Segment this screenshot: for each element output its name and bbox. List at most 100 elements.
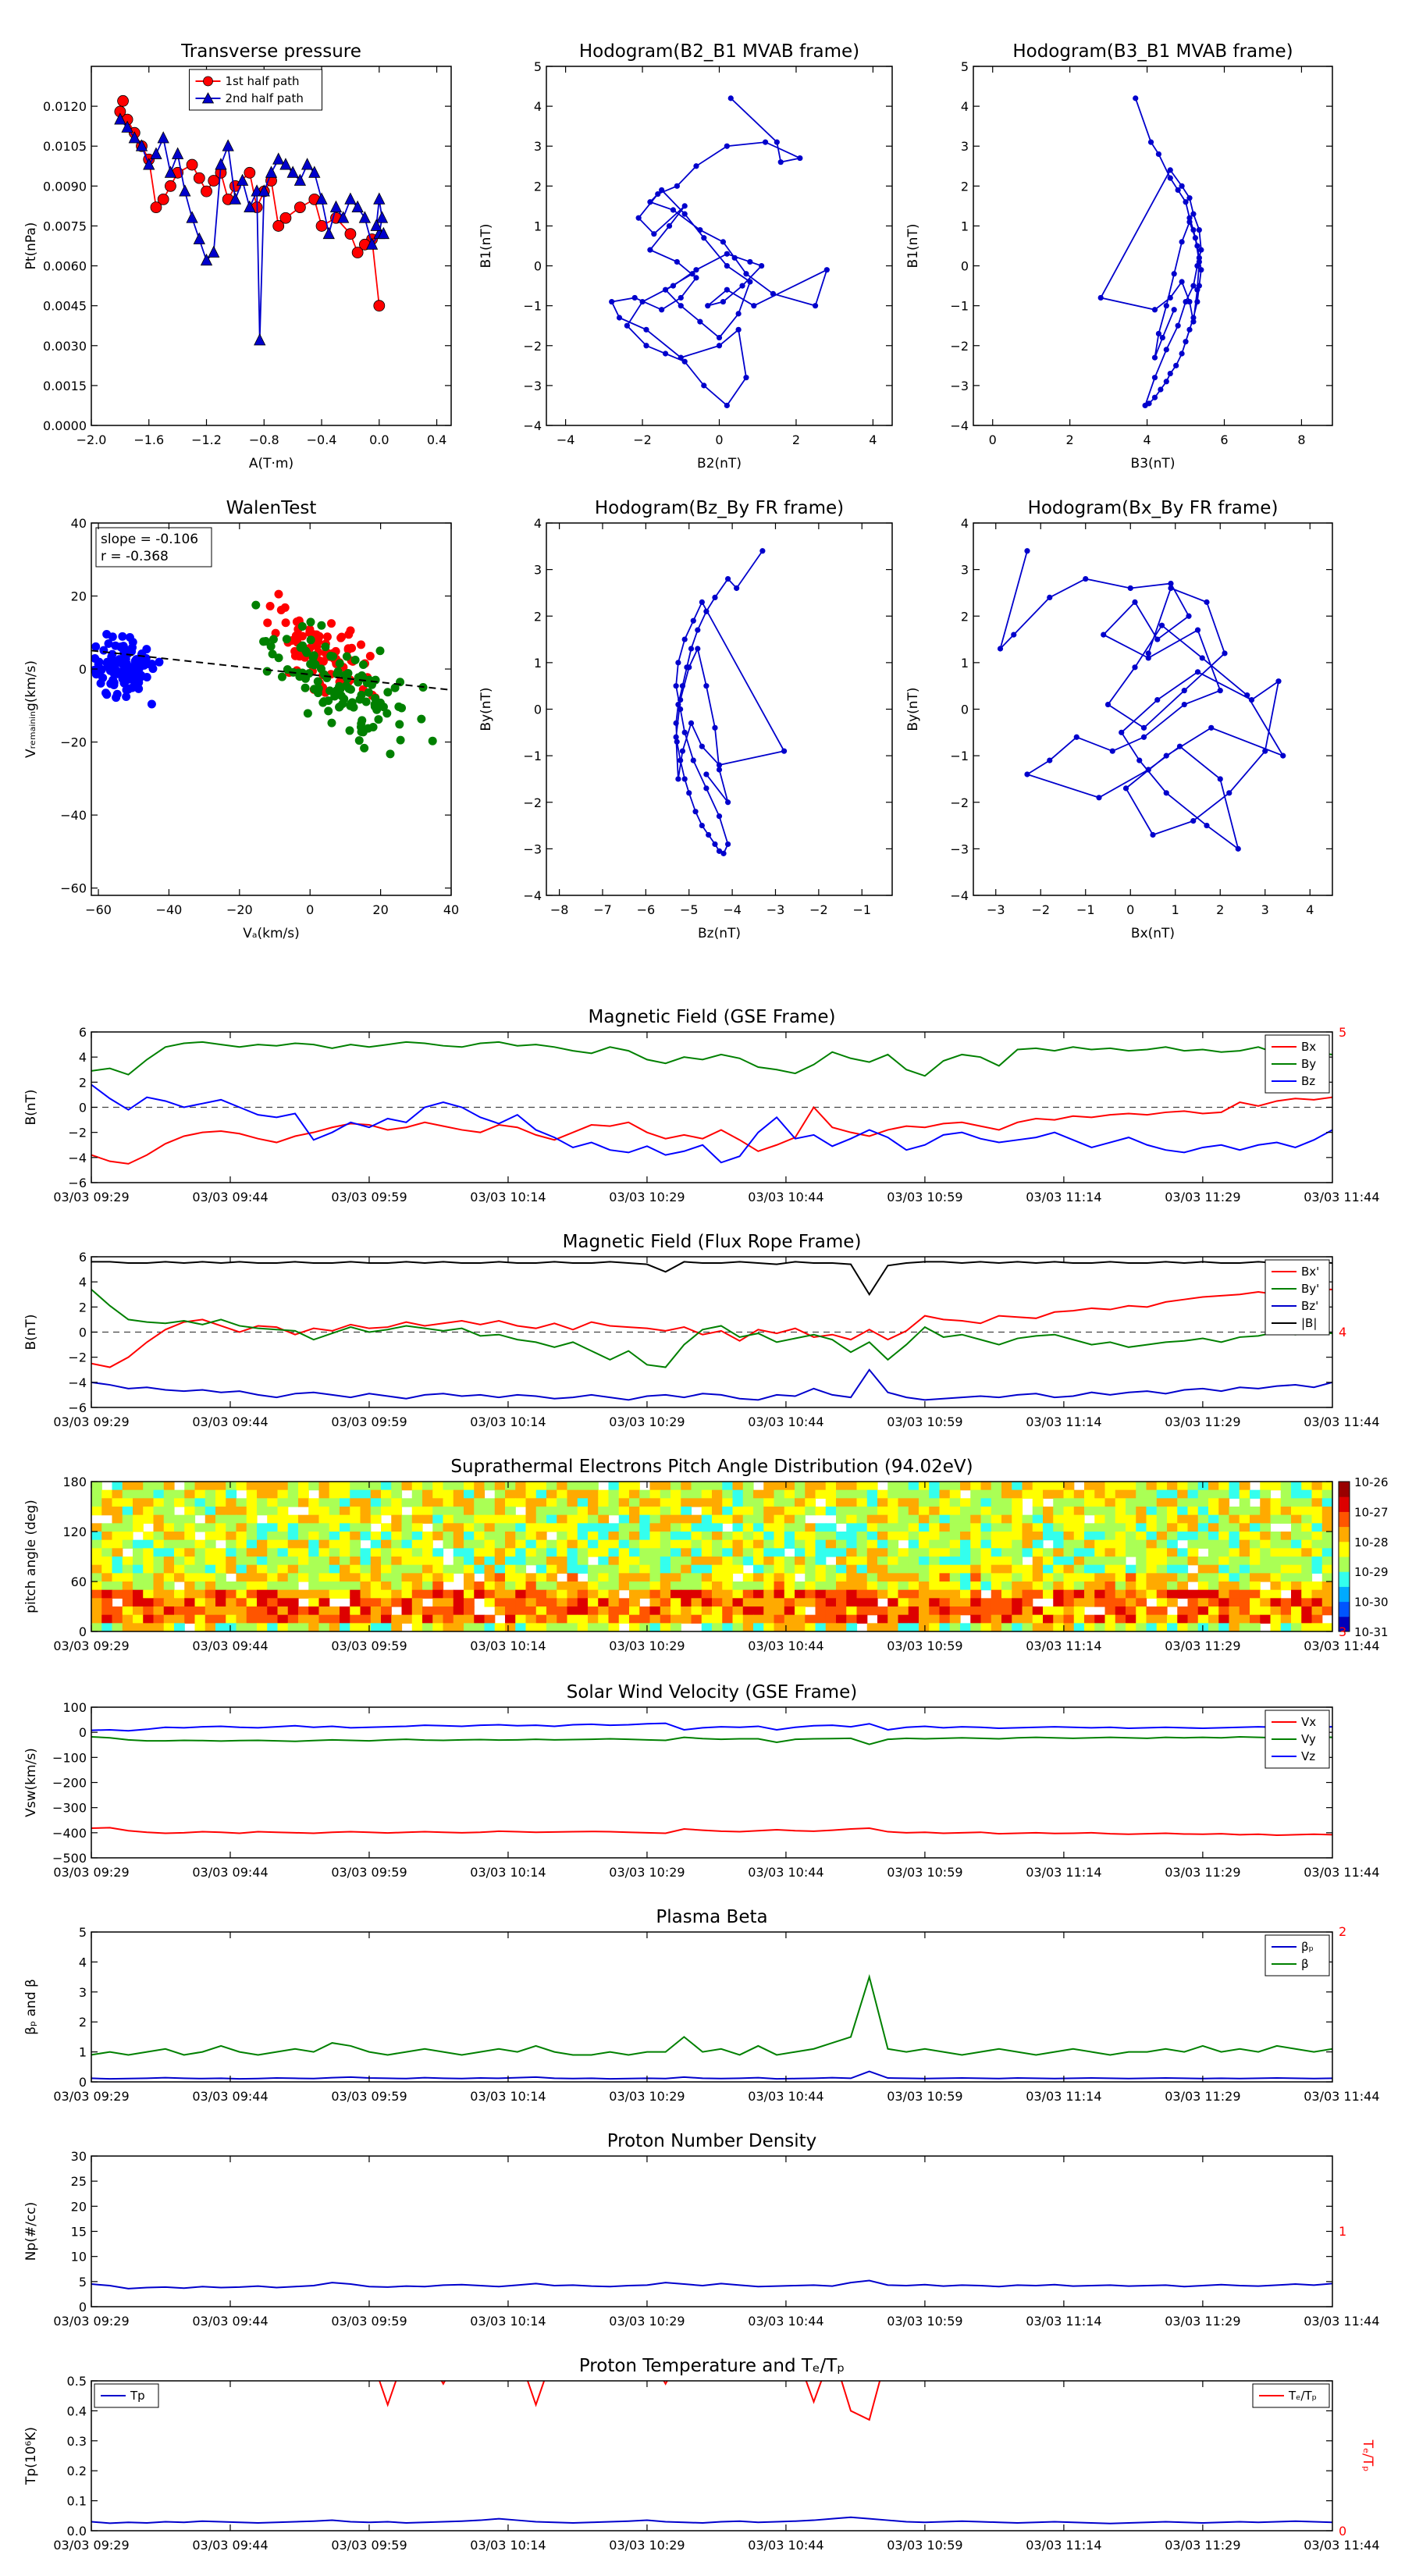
heatmap-cell — [546, 1614, 557, 1624]
heatmap-cell — [1073, 1532, 1085, 1541]
heatmap-cell — [1260, 1507, 1272, 1516]
heatmap-cell — [422, 1564, 433, 1574]
heatmap-cell — [484, 1532, 496, 1541]
data-point — [1186, 195, 1193, 201]
data-point — [724, 841, 731, 848]
heatmap-cell — [184, 1614, 196, 1624]
heatmap-cell — [753, 1523, 764, 1532]
heatmap-cell — [236, 1532, 247, 1541]
legend-label: Vx — [1301, 1715, 1316, 1729]
heatmap-cell — [1001, 1482, 1012, 1491]
heatmap-cell — [970, 1507, 982, 1516]
heatmap-cell — [1321, 1606, 1332, 1616]
heatmap-cell — [1043, 1482, 1054, 1491]
heatmap-cell — [618, 1532, 630, 1541]
x-tick-label: 03/03 09:29 — [53, 1414, 129, 1429]
heatmap-cell — [908, 1573, 919, 1582]
heatmap-cell — [1218, 1598, 1230, 1607]
heatmap-cell — [1094, 1582, 1106, 1591]
data-point — [1248, 696, 1255, 703]
heatmap-cell — [618, 1514, 630, 1524]
heatmap-cell — [546, 1564, 557, 1574]
heatmap-cell — [1260, 1573, 1272, 1582]
heatmap-cell — [515, 1573, 527, 1582]
y-tick-label: −2 — [950, 339, 969, 354]
heatmap-cell — [763, 1573, 775, 1582]
series-line — [91, 1722, 1332, 1732]
heatmap-cell — [350, 1514, 361, 1524]
heatmap-cell — [236, 1582, 247, 1591]
y-tick-label: −3 — [950, 379, 969, 393]
heatmap-cell — [143, 1614, 155, 1624]
heatmap-cell — [1043, 1557, 1054, 1566]
heatmap-cell — [1012, 1598, 1023, 1607]
heatmap-cell — [432, 1573, 444, 1582]
heatmap-cell — [753, 1489, 764, 1499]
heatmap-cell — [712, 1539, 723, 1549]
heatmap-cell — [588, 1582, 599, 1591]
x-tick-label: 2 — [792, 432, 800, 447]
heatmap-cell — [1187, 1557, 1199, 1566]
heatmap-cell — [267, 1564, 279, 1574]
data-point — [1163, 790, 1169, 796]
heatmap-cell — [1115, 1614, 1126, 1624]
heatmap-cell — [267, 1498, 279, 1507]
y-axis-label: By(nT) — [905, 687, 921, 731]
heatmap-cell — [91, 1539, 102, 1549]
heatmap-cell — [525, 1582, 537, 1591]
heatmap-cell — [422, 1514, 433, 1524]
y-axis-label: B(nT) — [23, 1314, 39, 1350]
heatmap-cell — [535, 1482, 547, 1491]
heatmap-cell — [1239, 1532, 1250, 1541]
heatmap-cell — [887, 1548, 899, 1557]
heatmap-cell — [629, 1598, 640, 1607]
heatmap-cell — [194, 1489, 206, 1499]
heatmap-cell — [184, 1532, 196, 1541]
heatmap-cell — [960, 1532, 971, 1541]
heatmap-cell — [866, 1498, 878, 1507]
heatmap-cell — [846, 1498, 858, 1507]
heatmap-cell — [484, 1557, 496, 1566]
heatmap-cell — [1260, 1532, 1272, 1541]
heatmap-cell — [660, 1548, 671, 1557]
scatter-point — [97, 665, 106, 674]
heatmap-cell — [846, 1507, 858, 1516]
y-tick-label: −2 — [68, 1126, 87, 1140]
plot-content — [997, 548, 1286, 852]
heatmap-cell — [732, 1557, 744, 1566]
heatmap-cell — [1197, 1514, 1209, 1524]
data-point — [797, 155, 803, 162]
scatter-point — [343, 645, 353, 654]
heatmap-cell — [1126, 1523, 1136, 1532]
heatmap-cell — [1270, 1548, 1282, 1557]
heatmap-cell — [712, 1507, 723, 1516]
heatmap-cell — [1218, 1606, 1230, 1616]
scatter-point — [336, 633, 346, 642]
heatmap-cell — [681, 1614, 692, 1624]
heatmap-cell — [701, 1589, 713, 1599]
data-point — [337, 211, 350, 223]
heatmap-cell — [1104, 1539, 1116, 1549]
data-point — [1262, 748, 1268, 754]
heatmap-cell — [277, 1564, 289, 1574]
y-tick-label: 0 — [961, 259, 969, 274]
heatmap-cell — [908, 1532, 919, 1541]
heatmap-cell — [257, 1573, 268, 1582]
heatmap-cell — [1022, 1623, 1033, 1631]
heatmap-cell — [722, 1598, 734, 1607]
data-point — [716, 813, 723, 820]
scatter-point — [309, 660, 318, 670]
heatmap-cell — [308, 1614, 320, 1624]
heatmap-cell — [742, 1573, 754, 1582]
heatmap-cell — [1280, 1557, 1292, 1566]
y-tick-label: 0.0060 — [43, 259, 87, 274]
heatmap-cell — [919, 1573, 930, 1582]
heatmap-cell — [1280, 1548, 1292, 1557]
heatmap-cell — [701, 1498, 713, 1507]
heatmap-cell — [205, 1507, 216, 1516]
heatmap-cell — [846, 1564, 858, 1574]
heatmap-cell — [1126, 1507, 1136, 1516]
heatmap-cell — [919, 1598, 930, 1607]
data-point — [1122, 785, 1129, 792]
heatmap-cell — [1126, 1598, 1136, 1607]
